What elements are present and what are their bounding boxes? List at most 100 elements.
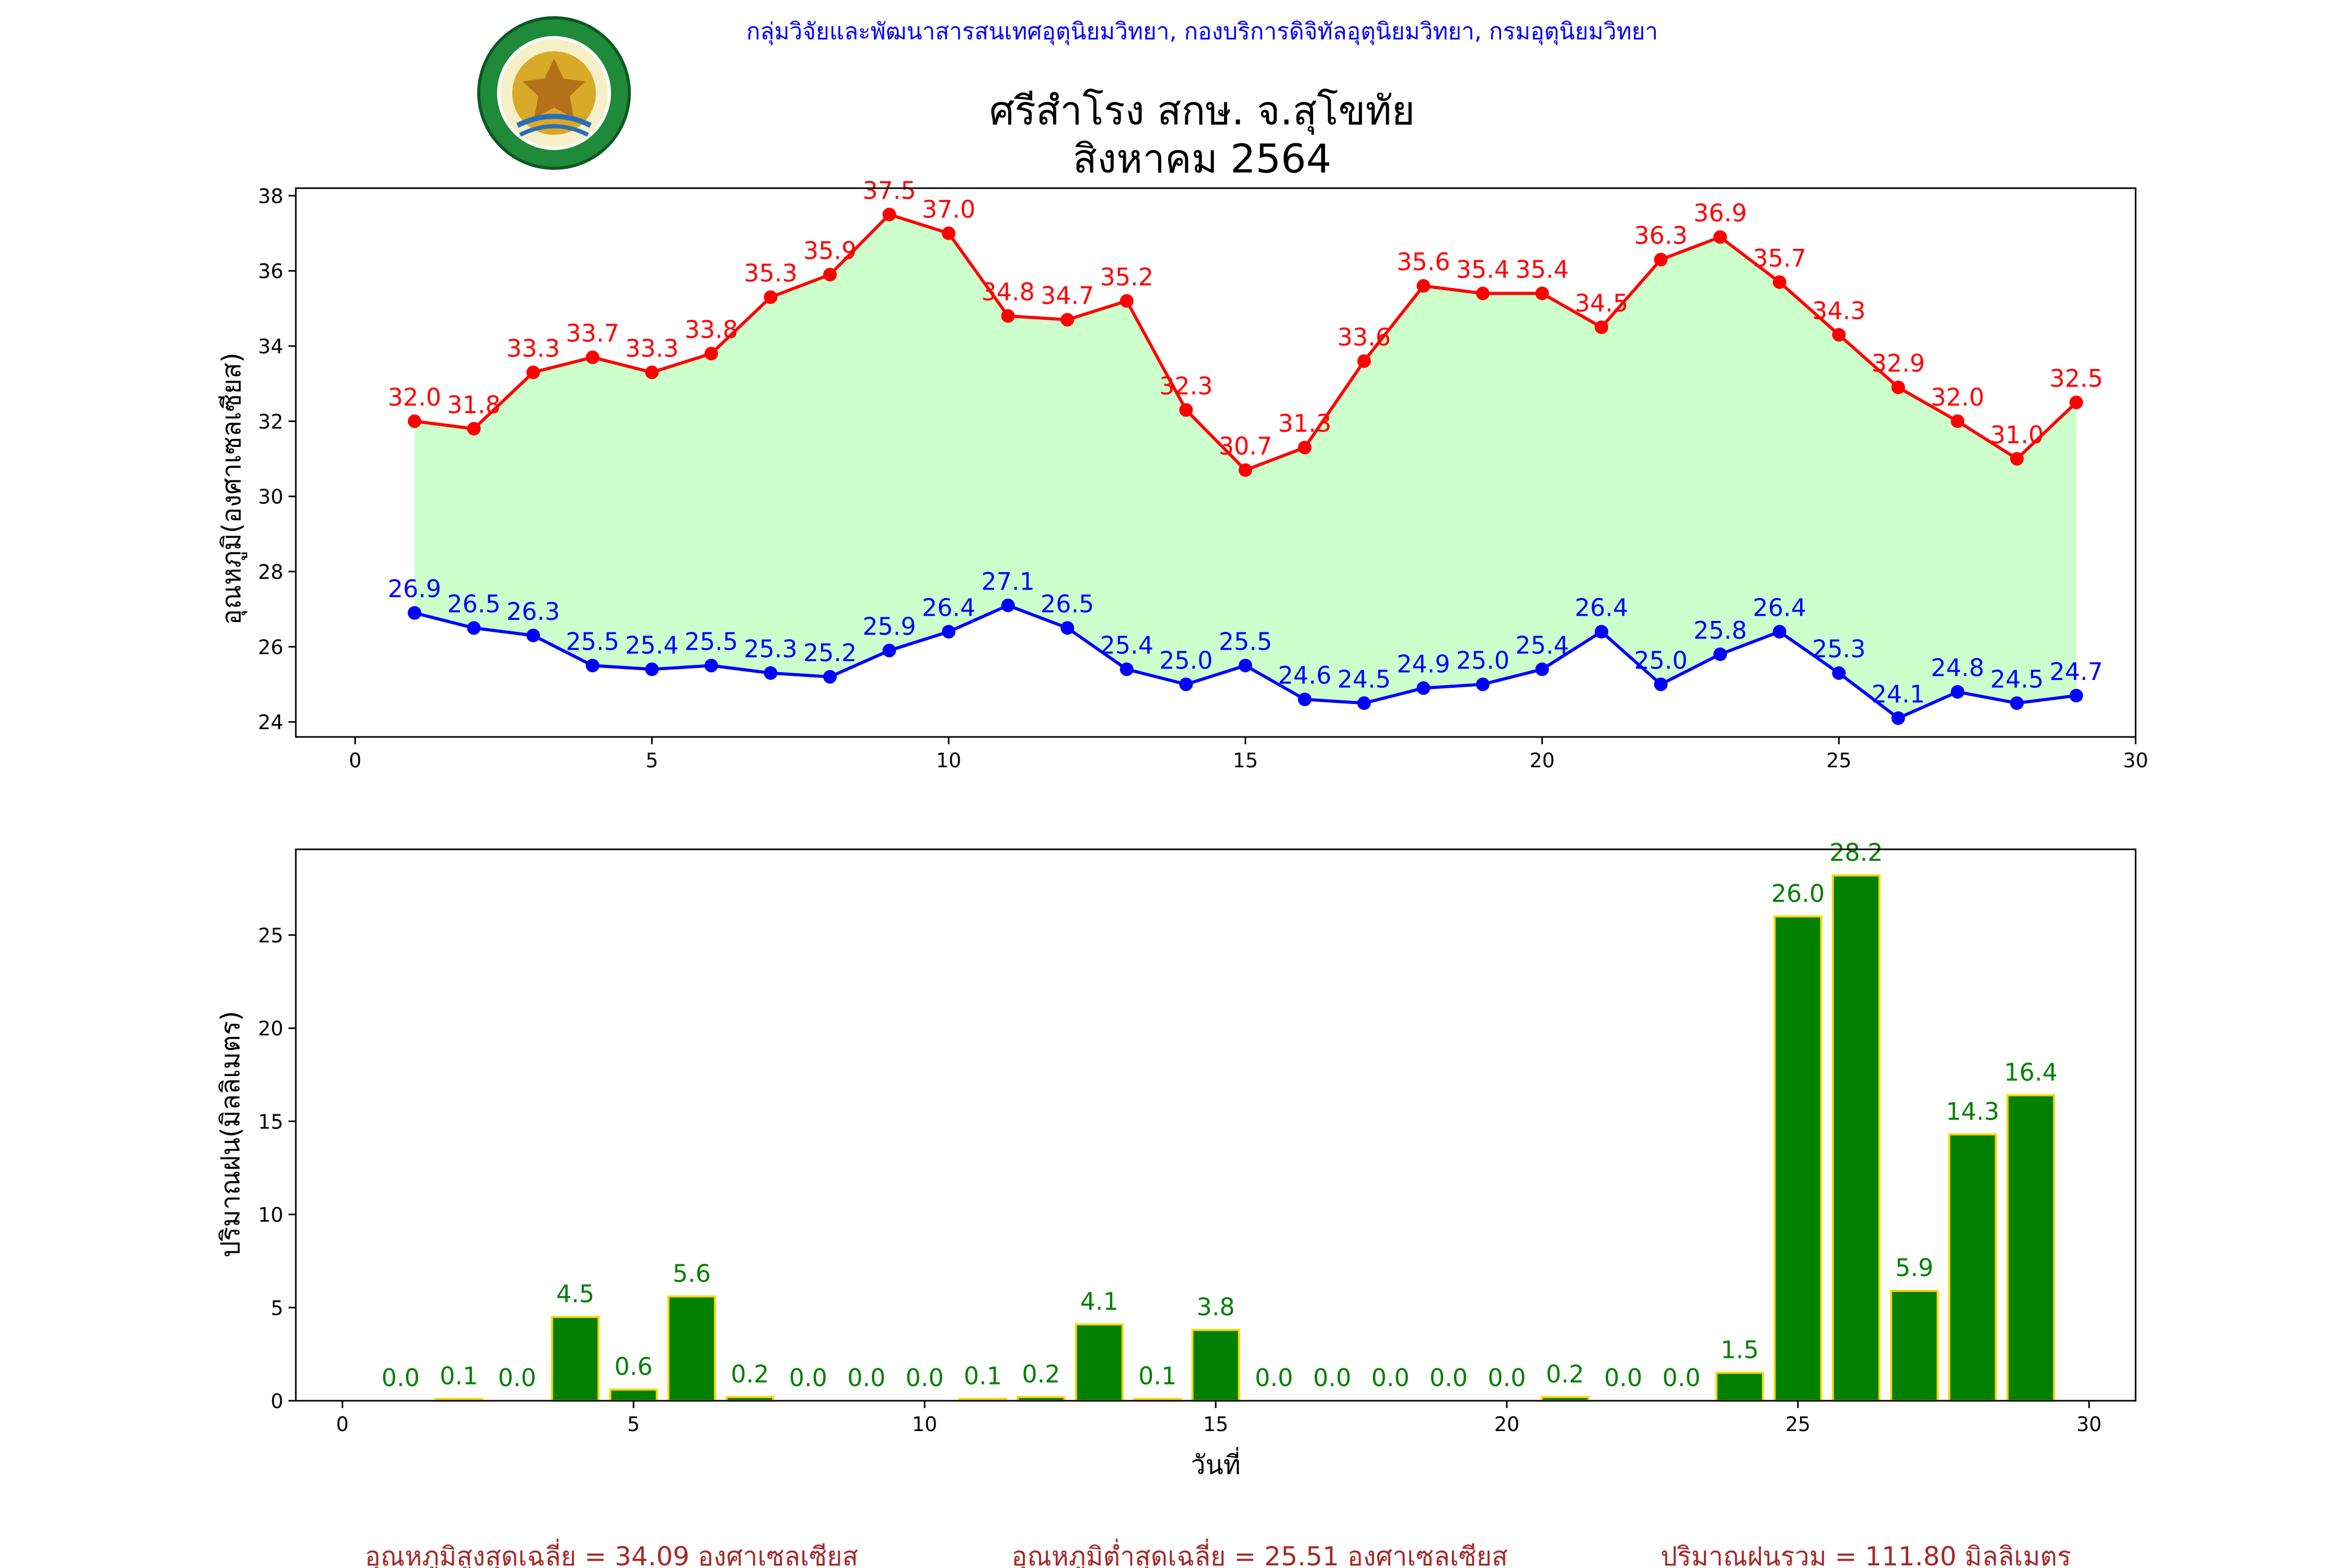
temperature-min-data-label: 26.5 [447,590,500,618]
rainfall-data-label: 0.1 [1138,1362,1177,1390]
rainfall-data-label: 0.0 [1604,1364,1642,1392]
temperature-max-data-label: 35.9 [803,236,857,264]
temperature-max-data-label: 35.3 [744,259,797,287]
temperature-max-point [1416,279,1431,293]
temperature-min-data-label: 24.6 [1278,661,1331,689]
average-max-temperature: อุณหภูมิสูงสุดเฉลี่ย = 34.09 องศาเซลเซีย… [365,1539,858,1568]
temperature-min-point [882,643,896,658]
temperature-min-data-label: 25.0 [1159,646,1213,674]
temperature-max-point [2069,395,2083,409]
temperature-y-tick-label: 24 [258,711,283,734]
temperature-min-point [1416,681,1431,695]
rainfall-data-label: 0.1 [964,1362,1002,1390]
temperature-min-point [585,659,599,673]
rainfall-x-axis-label: วันที่ [1191,1447,1240,1480]
temperature-max-data-label: 33.7 [566,319,619,348]
rainfall-y-tick-label: 0 [271,1390,283,1413]
temperature-max-point [645,365,659,379]
temperature-max-point [882,207,896,222]
temperature-y-tick-label: 26 [258,636,283,659]
temperature-min-data-label: 25.0 [1456,646,1509,674]
temperature-max-data-label: 30.7 [1219,432,1272,460]
temperature-max-data-label: 35.4 [1515,255,1569,283]
rainfall-x-tick-label: 10 [912,1413,937,1436]
rainfall-data-label: 4.1 [1080,1287,1119,1316]
temperature-min-data-label: 25.3 [744,635,797,663]
rainfall-data-label: 28.2 [1829,838,1883,867]
temperature-min-data-label: 24.9 [1397,650,1450,678]
rainfall-data-label: 1.5 [1721,1336,1759,1364]
temperature-min-point [1535,662,1549,676]
temperature-min-data-label: 25.3 [1812,635,1865,663]
temperature-min-data-label: 26.4 [1753,594,1806,622]
temperature-min-point [1951,685,1965,699]
temperature-min-data-label: 24.8 [1931,654,1984,682]
rainfall-data-label: 0.0 [1255,1364,1293,1392]
temperature-max-data-label: 35.6 [1397,248,1450,276]
temperature-min-point [1595,625,1609,639]
rainfall-data-label: 0.0 [1371,1364,1410,1392]
rainfall-x-tick-label: 25 [1785,1413,1811,1436]
temperature-y-tick-label: 28 [258,561,283,584]
rainfall-data-label: 0.6 [614,1353,652,1381]
rainfall-data-label: 4.5 [556,1280,594,1308]
temperature-max-point [942,226,956,240]
temperature-min-data-label: 26.4 [922,594,975,622]
temperature-min-data-label: 25.4 [625,631,678,660]
temperature-max-point [764,290,778,304]
rainfall-data-label: 0.1 [440,1362,478,1390]
temperature-min-data-label: 25.9 [862,613,916,641]
temperature-min-point [1298,693,1312,707]
temperature-min-data-label: 25.4 [1100,631,1153,660]
temperature-max-point [526,365,540,379]
temperature-y-tick-label: 32 [258,410,283,433]
temperature-y-tick-label: 30 [258,486,283,509]
temperature-max-point [1713,230,1727,244]
temperature-min-point [1475,677,1490,691]
temperature-min-data-label: 25.4 [1515,631,1569,660]
department-line: กลุ่มวิจัยและพัฒนาสารสนเทศอุตุนิยมวิทยา,… [746,18,1658,45]
temperature-min-point [764,666,778,680]
temperature-max-data-label: 35.4 [1456,255,1509,283]
temperature-max-data-label: 34.5 [1575,289,1628,317]
temperature-max-data-label: 35.2 [1100,263,1153,291]
temperature-max-data-label: 36.9 [1693,199,1747,227]
temperature-min-point [408,606,422,620]
rainfall-data-label: 26.0 [1771,879,1825,907]
temperature-min-data-label: 25.8 [1693,616,1747,644]
temperature-y-tick-label: 34 [258,335,283,358]
temperature-max-point [1951,414,1965,428]
temperature-max-point [1060,313,1075,327]
rainfall-y-tick-label: 20 [258,1017,283,1040]
temperature-min-point [467,621,481,635]
temperature-plot-frame [295,187,2137,738]
temperature-max-data-label: 33.3 [625,334,678,362]
rainfall-y-tick-label: 25 [258,924,283,947]
rainfall-bar [1191,1329,1240,1402]
temperature-max-data-label: 36.3 [1634,222,1687,250]
temperature-min-data-label: 24.1 [1872,680,1925,708]
rainfall-y-tick-label: 15 [258,1110,283,1133]
temperature-min-data-label: 25.5 [685,627,738,655]
temperature-max-point [1179,403,1193,417]
rainfall-bar [1890,1289,1939,1402]
rainfall-data-label: 14.3 [1946,1097,1999,1125]
rainfall-data-label: 0.0 [905,1364,943,1392]
temperature-max-point [1298,441,1312,455]
temperature-x-tick-label: 15 [1233,749,1258,772]
temperature-max-data-label: 31.8 [447,390,500,419]
temperature-max-point [1891,381,1905,395]
temperature-min-point [1832,666,1846,680]
rainfall-data-label: 0.0 [847,1364,885,1392]
rainfall-x-tick-label: 15 [1203,1413,1228,1436]
temperature-max-data-label: 37.5 [862,176,916,204]
rainfall-data-label: 3.8 [1196,1293,1235,1321]
temperature-max-data-label: 34.7 [1041,282,1094,310]
temperature-y-axis-label: อุณหภูมิ(องศาเซลเซียส) [216,352,247,625]
temperature-min-data-label: 27.1 [981,567,1034,595]
temperature-min-point [1238,659,1252,673]
temperature-max-point [1001,309,1015,323]
temperature-min-point [1654,677,1668,691]
temperature-min-data-label: 25.5 [1219,627,1272,655]
rainfall-bar [1075,1323,1124,1402]
